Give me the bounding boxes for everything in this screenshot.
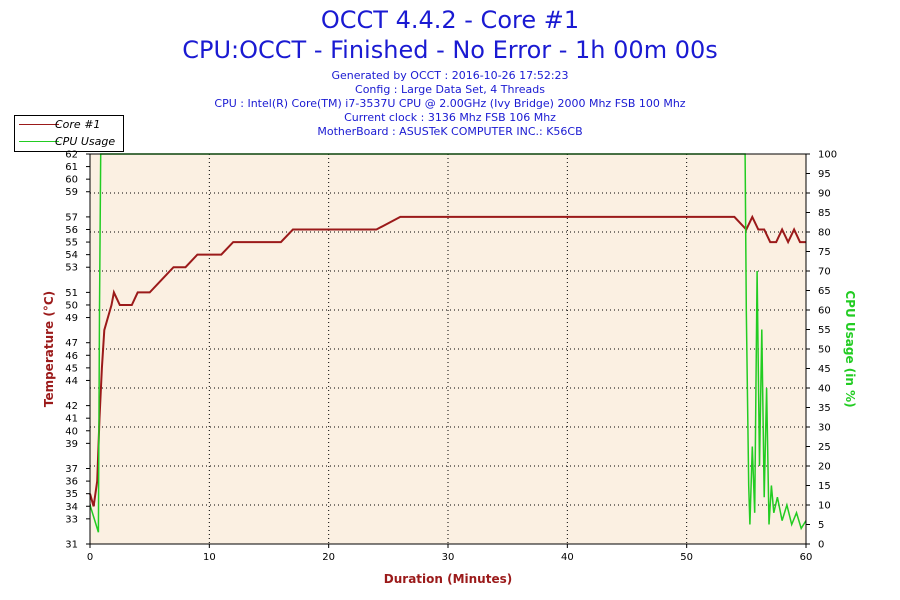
y-left-tick-label: 45	[65, 363, 78, 374]
y-left-tick-label: 60	[65, 175, 78, 186]
motherboard-info: MotherBoard : ASUSTeK COMPUTER INC.: K56…	[317, 125, 583, 138]
y-right-tick-label: 100	[818, 150, 837, 161]
x-axis-label: Duration (Minutes)	[384, 572, 512, 586]
y-left-tick-label: 53	[65, 263, 78, 274]
x-tick-label: 0	[87, 552, 93, 563]
y-left-tick-label: 42	[65, 401, 78, 412]
y-left-tick-label: 49	[65, 313, 78, 324]
chart-title-line2: CPU:OCCT - Finished - No Error - 1h 00m …	[182, 36, 718, 64]
y-left-tick-label: 54	[65, 250, 78, 261]
y-left-axis-label: Temperature (°C)	[42, 291, 56, 407]
y-left-tick-label: 46	[65, 351, 78, 362]
y-right-tick-label: 60	[818, 306, 831, 317]
y-left-tick-label: 61	[65, 162, 78, 173]
x-tick-label: 10	[203, 552, 216, 563]
y-right-tick-label: 25	[818, 442, 831, 453]
y-right-tick-label: 80	[818, 228, 831, 239]
y-right-tick-label: 65	[818, 286, 831, 297]
y-right-tick-label: 5	[818, 520, 824, 531]
y-right-tick-label: 90	[818, 189, 831, 200]
y-left-tick-label: 62	[65, 150, 78, 161]
generated-info: Generated by OCCT : 2016-10-26 17:52:23	[331, 69, 569, 82]
y-right-tick-label: 30	[818, 423, 831, 434]
y-left-tick-label: 59	[65, 187, 78, 198]
y-right-axis-label: CPU Usage (in %)	[843, 290, 857, 407]
legend-swatch-cpu-usage	[19, 141, 59, 142]
y-left-tick-label: 57	[65, 212, 78, 223]
legend-item-cpu-usage: CPU Usage	[15, 134, 123, 150]
y-left-tick-label: 31	[65, 540, 78, 551]
clock-info: Current clock : 3136 Mhz FSB 106 Mhz	[344, 111, 556, 124]
y-right-tick-label: 40	[818, 384, 831, 395]
x-tick-label: 30	[442, 552, 455, 563]
y-right-tick-label: 85	[818, 208, 831, 219]
x-tick-label: 40	[561, 552, 574, 563]
y-right-tick-label: 35	[818, 403, 831, 414]
y-right-tick-label: 50	[818, 345, 831, 356]
y-left-tick-label: 51	[65, 288, 78, 299]
y-left-tick-label: 39	[65, 439, 78, 450]
y-right-tick-label: 95	[818, 169, 831, 180]
config-info: Config : Large Data Set, 4 Threads	[355, 83, 545, 96]
chart-legend: Core #1 CPU Usage	[14, 115, 124, 152]
legend-swatch-core	[19, 124, 59, 125]
y-right-tick-label: 0	[818, 540, 824, 551]
y-right-tick-label: 70	[818, 267, 831, 278]
y-right-tick-label: 10	[818, 501, 831, 512]
y-left-tick-label: 35	[65, 489, 78, 500]
cpu-info: CPU : Intel(R) Core(TM) i7-3537U CPU @ 2…	[214, 97, 686, 110]
y-left-tick-label: 44	[65, 376, 78, 387]
y-left-tick-label: 40	[65, 426, 78, 437]
series-line-core	[89, 214, 806, 507]
y-left-tick-label: 37	[65, 464, 78, 475]
legend-label-cpu-usage: CPU Usage	[55, 135, 116, 148]
y-right-tick-label: 55	[818, 325, 831, 336]
x-tick-label: 20	[322, 552, 335, 563]
y-left-tick-label: 55	[65, 238, 78, 249]
legend-label-core: Core #1	[55, 118, 101, 131]
y-left-tick-label: 41	[65, 414, 78, 425]
y-right-tick-label: 45	[818, 364, 831, 375]
y-left-tick-label: 34	[65, 502, 78, 513]
y-left-tick-label: 47	[65, 338, 78, 349]
y-right-tick-label: 15	[818, 481, 831, 492]
y-left-tick-label: 50	[65, 300, 78, 311]
x-tick-label: 60	[800, 552, 813, 563]
y-left-tick-label: 33	[65, 514, 78, 525]
y-right-tick-label: 20	[818, 462, 831, 473]
legend-item-core: Core #1	[15, 117, 123, 133]
x-tick-label: 50	[680, 552, 693, 563]
y-left-tick-label: 36	[65, 477, 78, 488]
y-right-tick-label: 75	[818, 247, 831, 258]
chart-title-line1: OCCT 4.4.2 - Core #1	[320, 6, 580, 34]
y-left-tick-label: 56	[65, 225, 78, 236]
